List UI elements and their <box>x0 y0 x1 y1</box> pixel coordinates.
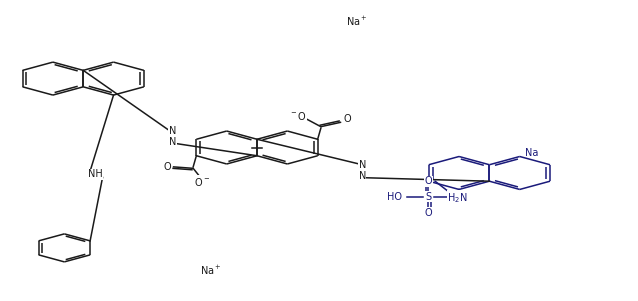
Text: N: N <box>169 137 176 147</box>
Text: N: N <box>359 160 366 170</box>
Text: O$^-$: O$^-$ <box>194 175 210 188</box>
Text: O: O <box>344 114 352 124</box>
Text: NH: NH <box>87 169 102 179</box>
Text: S: S <box>426 192 431 202</box>
Text: Na$^+$: Na$^+$ <box>200 264 221 277</box>
Text: $^-$O: $^-$O <box>289 110 307 122</box>
Text: O: O <box>164 162 172 172</box>
Text: Na$^+$: Na$^+$ <box>346 15 368 28</box>
Text: N: N <box>169 126 176 136</box>
Text: O: O <box>425 207 433 218</box>
Text: N: N <box>359 171 366 181</box>
Text: HO: HO <box>387 192 401 202</box>
Text: Na: Na <box>525 148 538 159</box>
Text: O: O <box>452 194 460 203</box>
Text: H$_2$N: H$_2$N <box>447 191 468 205</box>
Text: O: O <box>425 176 433 186</box>
